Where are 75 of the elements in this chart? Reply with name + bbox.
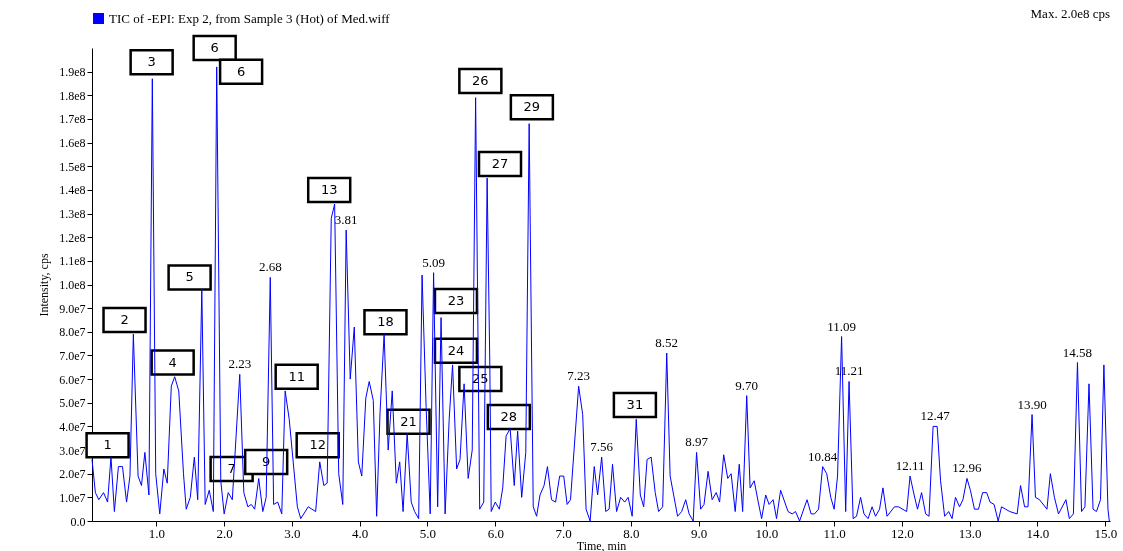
- annotation: 7: [227, 460, 236, 476]
- annotation: 5.09: [422, 254, 445, 270]
- y-tick-label: 5.0e7: [59, 396, 86, 411]
- annotation: 2.68: [258, 259, 282, 275]
- annotation: 12.47: [920, 408, 951, 424]
- annotation: 3.81: [334, 212, 358, 228]
- y-tick-label: 1.5e8: [59, 159, 86, 174]
- y-tick-label: 1.1e8: [59, 254, 86, 269]
- annotation: 5: [185, 269, 194, 285]
- annotation: 8.97: [685, 434, 709, 450]
- x-tick-label: 14.0: [1026, 525, 1050, 541]
- x-tick-label: 6.0: [487, 525, 504, 541]
- x-tick-label: 7.0: [555, 525, 572, 541]
- y-tick-label: 7.0e7: [59, 348, 86, 363]
- x-tick-label: 11.0: [823, 525, 846, 541]
- text: Max. 2.0e8 cps: [1030, 6, 1110, 21]
- annotation: 24: [447, 342, 465, 358]
- annotation: 3: [147, 54, 156, 70]
- annotation: 11: [288, 368, 305, 384]
- y-tick-label: 3.0e7: [59, 443, 86, 458]
- y-tick-label: 1.0e7: [59, 490, 86, 505]
- y-tick-label: 1.8e8: [59, 88, 86, 103]
- y-tick-label: 2.0e7: [59, 467, 86, 482]
- annotation: 12.11: [895, 458, 925, 474]
- y-tick-label: 1.9e8: [59, 65, 86, 80]
- annotation: 8.52: [655, 335, 679, 351]
- x-tick-label: 12.0: [891, 525, 914, 541]
- annotation: 11.09: [827, 318, 856, 334]
- annotation: 31: [626, 397, 644, 413]
- y-tick-label: 1.2e8: [59, 230, 86, 245]
- x-tick-label: 2.0: [216, 525, 233, 541]
- legend-label: TIC of -EPI: Exp 2, from Sample 3 (Hot) of Med.wiff: [109, 10, 391, 26]
- annotation: 28: [500, 408, 518, 424]
- y-tick-label: 1.6e8: [59, 136, 86, 151]
- y-axis-title: Intensity, cps: [37, 253, 52, 317]
- annotation: 14.58: [1062, 344, 1093, 360]
- x-tick-label: 8.0: [623, 525, 640, 541]
- annotation: 27: [491, 155, 509, 171]
- x-tick-label: 1.0: [148, 525, 166, 541]
- y-tick-label: 8.0e7: [59, 325, 86, 340]
- x-tick-label: 5.0: [419, 525, 437, 541]
- y-tick-label: 4.0e7: [59, 419, 86, 434]
- annotation: 10.84: [808, 448, 838, 464]
- annotation: 9.70: [735, 377, 759, 393]
- x-tick-label: 15.0: [1094, 525, 1118, 541]
- x-tick-label: 3.0: [284, 525, 301, 541]
- annotation: 18: [377, 314, 394, 330]
- annotation: 7.23: [567, 368, 591, 384]
- annotation: 12.96: [952, 460, 983, 476]
- y-tick-label: 1.4e8: [59, 183, 86, 198]
- annotation: 6: [210, 40, 219, 55]
- annotation: 21: [400, 413, 417, 429]
- annotation: 13.90: [1017, 396, 1047, 412]
- x-tick-label: 13.0: [958, 525, 982, 541]
- annotation: 12: [309, 437, 326, 453]
- annotation: 13: [320, 181, 338, 197]
- x-axis-title: Time, min: [576, 538, 627, 551]
- x-tick-label: 4.0: [352, 525, 369, 541]
- annotation: 29: [523, 99, 541, 115]
- y-tick-label: 1.0e8: [59, 278, 86, 292]
- annotation: 2: [120, 311, 129, 327]
- annotation: 6: [236, 63, 246, 79]
- x-tick-label: 10.0: [755, 525, 779, 541]
- y-tick-label: 0.0: [70, 514, 86, 529]
- annotation: 7.56: [590, 439, 614, 455]
- y-tick-label: 1.3e8: [59, 207, 86, 222]
- x-tick-label: 9.0: [690, 525, 708, 541]
- annotation: 4: [168, 354, 177, 370]
- annotation: 23: [447, 293, 465, 309]
- annotation: 26: [472, 73, 489, 89]
- y-tick-label: 6.0e7: [59, 372, 86, 387]
- y-tick-label: 1.7e8: [59, 112, 86, 127]
- annotation: 1: [103, 437, 112, 453]
- y-tick-label: 9.0e7: [59, 301, 86, 316]
- annotation: 2.23: [228, 356, 252, 372]
